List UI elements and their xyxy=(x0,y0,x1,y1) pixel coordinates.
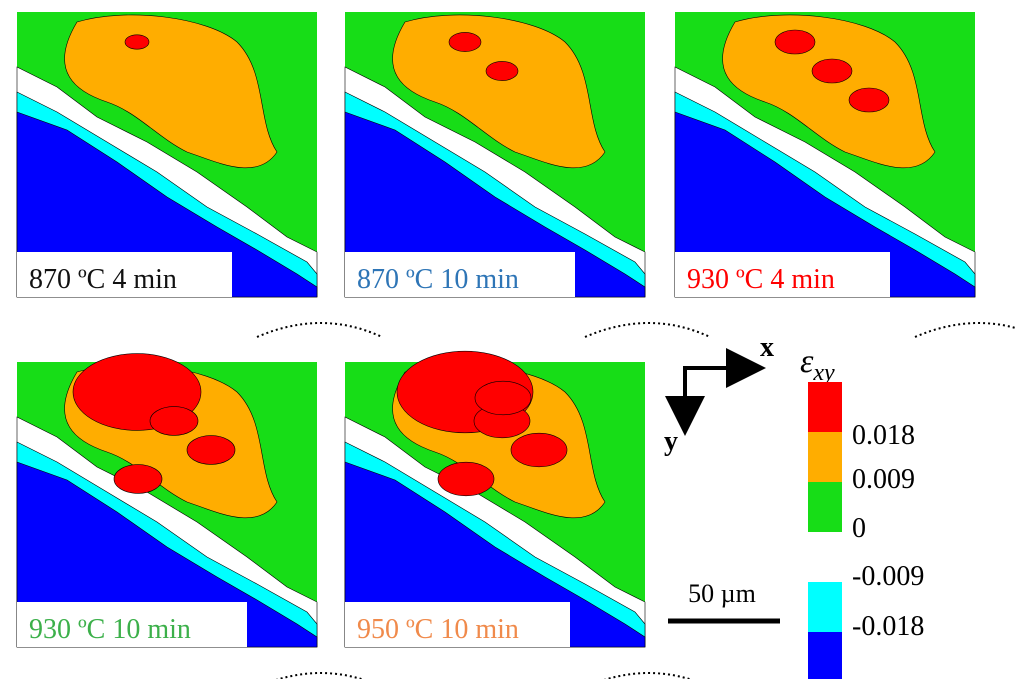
dotted-arc xyxy=(275,672,365,679)
dotted-arc xyxy=(914,322,1017,338)
map-red xyxy=(437,461,495,497)
strain-map: 950 ºC 10 min xyxy=(344,350,646,648)
label-box xyxy=(17,602,247,647)
colorbar: εxy 0.018 0.009 0 -0.009 -0.018 xyxy=(800,343,924,679)
panel-label: 950 ºC 10 min xyxy=(357,614,519,645)
map-red xyxy=(186,435,236,465)
map-red xyxy=(811,58,853,84)
panel-label: 930 ºC 10 min xyxy=(29,614,191,645)
dotted-arc xyxy=(584,322,711,338)
map-red xyxy=(124,34,150,50)
colorbar-tick-label: 0 xyxy=(852,513,866,544)
strain-map: 870 ºC 10 min xyxy=(344,12,646,298)
map-red xyxy=(448,32,482,52)
colorbar-tick-label: 0.018 xyxy=(852,420,915,451)
color-swatch xyxy=(808,382,842,432)
color-swatch xyxy=(808,532,842,582)
panel-label: 930 ºC 4 min xyxy=(687,264,835,295)
panels: 870 ºC 4 min 870 ºC 10 min 930 ºC 4 min 930… xyxy=(16,12,1017,679)
colorbar-tick-label: -0.018 xyxy=(852,611,924,642)
panel-label: 870 ºC 4 min xyxy=(29,264,177,295)
colorbar-tick-label: 0.009 xyxy=(852,464,915,495)
colorbar-tick-label: -0.009 xyxy=(852,561,924,592)
subscript: xy xyxy=(812,360,835,386)
panel-label: 870 ºC 10 min xyxy=(357,264,519,295)
strain-map: 930 ºC 4 min xyxy=(674,12,976,298)
label-box xyxy=(345,602,570,647)
dotted-arc xyxy=(256,322,383,338)
map-red xyxy=(848,87,890,113)
colorbar-title: εxy xyxy=(800,343,835,386)
map-orange xyxy=(722,14,936,169)
map-red xyxy=(474,380,532,416)
dotted-arc xyxy=(603,672,693,679)
color-swatch xyxy=(808,432,842,482)
map-red xyxy=(149,406,199,436)
x-label: x xyxy=(760,332,774,363)
map-red xyxy=(510,432,568,468)
scale-label: 50 µm xyxy=(688,579,756,608)
label-box xyxy=(17,252,232,297)
strain-map: 870 ºC 4 min xyxy=(16,12,318,298)
symbol: ε xyxy=(800,343,814,380)
label-box xyxy=(675,252,890,297)
map-orange xyxy=(64,14,278,169)
scale-bar: 50 µm xyxy=(668,579,780,624)
strain-map: 930 ºC 10 min xyxy=(16,353,318,648)
map-red xyxy=(485,61,519,81)
axes-indicator: x y xyxy=(664,332,774,457)
color-swatch xyxy=(808,482,842,532)
color-swatch xyxy=(808,582,842,632)
color-swatch xyxy=(808,632,842,679)
map-red xyxy=(113,464,163,494)
label-box xyxy=(345,252,575,297)
map-red xyxy=(774,29,816,55)
map-orange xyxy=(392,14,606,169)
y-label: y xyxy=(664,426,678,457)
